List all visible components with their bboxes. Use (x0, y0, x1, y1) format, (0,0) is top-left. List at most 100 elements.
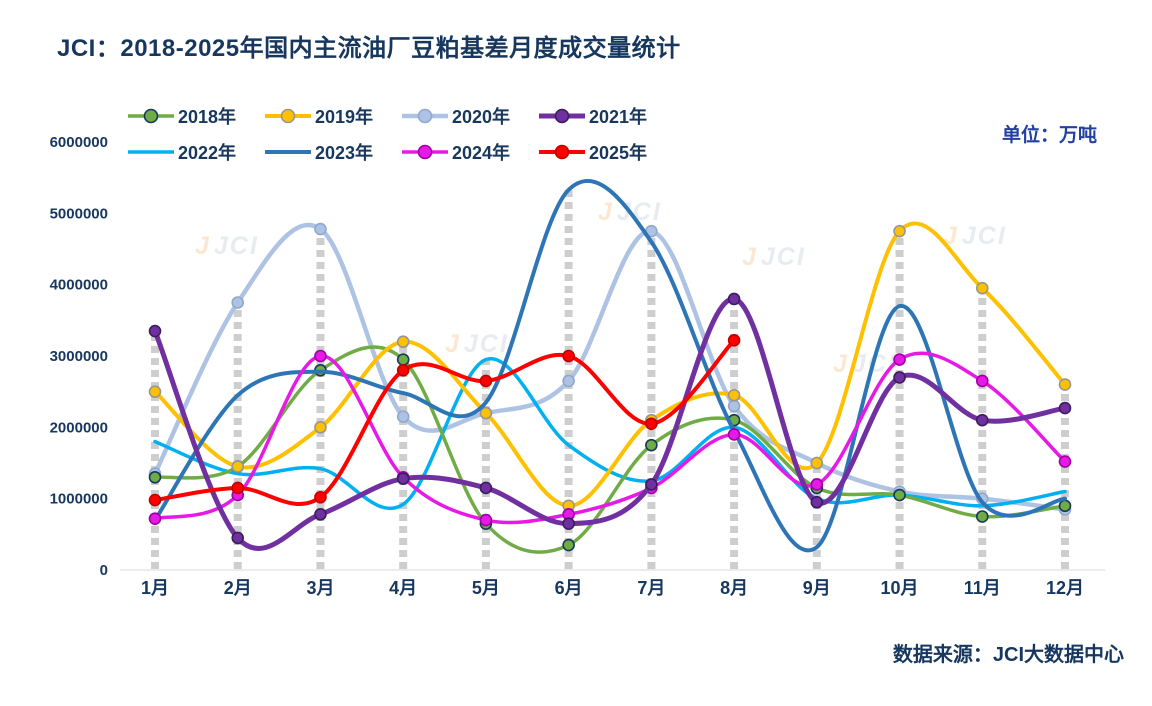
data-point-2021年 (645, 478, 658, 491)
data-point-2021年 (479, 481, 493, 495)
y-tick-label: 5000000 (50, 205, 108, 222)
legend-item-2019年: 2019年 (265, 98, 402, 134)
data-point-2024年 (975, 374, 989, 388)
legend-swatch-icon (402, 144, 448, 160)
data-point-2025年 (645, 417, 658, 431)
unit-label: 单位：万吨 (1001, 125, 1097, 146)
data-point-2021年 (1058, 401, 1072, 415)
x-tick-label: 3月 (306, 578, 334, 598)
legend-item-2022年: 2022年 (128, 134, 265, 170)
data-point-2024年 (314, 349, 327, 363)
legend-swatch-icon (539, 144, 585, 160)
y-tick-label: 0 (100, 562, 108, 579)
legend-item-2024年: 2024年 (402, 134, 539, 170)
data-point-2018年 (645, 438, 658, 452)
data-point-2018年 (562, 538, 575, 552)
y-tick-label: 2000000 (50, 419, 108, 436)
x-tick-label: 7月 (637, 578, 665, 598)
legend-label: 2022年 (178, 143, 237, 163)
data-point-2019年 (1058, 378, 1072, 391)
x-tick-label: 6月 (555, 578, 583, 598)
legend-swatch-icon (539, 108, 585, 124)
data-point-2018年 (396, 353, 410, 366)
series-line-2019年 (153, 221, 1067, 508)
data-point-2024年 (479, 513, 493, 527)
data-point-2021年 (314, 508, 327, 521)
x-tick-label: 1月 (141, 578, 169, 598)
data-point-2018年 (1058, 499, 1072, 513)
legend-label: 2020年 (452, 107, 511, 127)
data-point-2025年 (231, 481, 245, 495)
y-tick-label: 6000000 (50, 134, 108, 151)
data-point-2021年 (231, 531, 245, 545)
legend-swatch-icon (128, 150, 174, 154)
data-point-2018年 (148, 470, 162, 484)
series-line-2020年 (152, 222, 1068, 512)
data-point-2025年 (727, 334, 741, 347)
data-point-2019年 (479, 406, 493, 420)
x-tick-label: 2月 (224, 578, 252, 598)
data-point-2025年 (479, 374, 493, 388)
data-point-2020年 (727, 399, 741, 413)
legend-item-2023年: 2023年 (265, 134, 402, 170)
legend-swatch-icon (402, 108, 448, 124)
data-point-2021年 (975, 413, 989, 427)
data-point-2018年 (975, 510, 989, 523)
data-point-2025年 (314, 490, 327, 504)
data-point-2020年 (231, 296, 245, 309)
y-tick-label: 4000000 (50, 277, 108, 294)
legend-item-2018年: 2018年 (128, 98, 265, 134)
data-point-2024年 (148, 512, 162, 525)
y-tick-label: 1000000 (50, 491, 108, 508)
legend-item-2021年: 2021年 (539, 98, 676, 134)
chart-title: JCI：2018-2025年国内主流油厂豆粕基差月度成交量统计 (57, 35, 681, 62)
legend-swatch-icon (265, 108, 311, 124)
data-point-2025年 (148, 493, 162, 507)
data-point-2021年 (893, 371, 906, 384)
data-point-2020年 (562, 374, 575, 388)
x-tick-label: 9月 (803, 578, 831, 598)
data-point-2025年 (396, 363, 410, 377)
legend-item-2020年: 2020年 (402, 98, 539, 134)
chart-legend: 2018年 2019年 2020年 2021年 2022年 2023年 2024年 2025年 (128, 98, 728, 170)
legend-swatch-icon (128, 108, 174, 124)
data-point-2021年 (727, 292, 741, 306)
x-tick-label: 5月 (472, 578, 500, 598)
series-line-2021年 (152, 296, 1068, 551)
legend-item-2025年: 2025年 (539, 134, 676, 170)
x-tick-label: 12月 (1046, 578, 1084, 598)
data-point-2018年 (893, 488, 906, 502)
y-tick-label: 3000000 (50, 348, 108, 365)
data-point-2020年 (314, 222, 327, 236)
data-point-2021年 (396, 472, 410, 485)
data-point-2019年 (975, 281, 989, 295)
legend-label: 2018年 (178, 107, 237, 127)
data-point-2019年 (810, 456, 824, 470)
data-point-2019年 (231, 460, 245, 473)
data-point-2025年 (562, 349, 575, 363)
data-point-2021年 (562, 517, 575, 530)
x-tick-label: 8月 (720, 578, 748, 598)
legend-label: 2019年 (315, 107, 374, 127)
x-tick-label: 10月 (881, 578, 919, 598)
legend-label: 2024年 (452, 143, 511, 163)
legend-label: 2023年 (315, 143, 374, 163)
data-point-2019年 (893, 224, 906, 238)
legend-label: 2021年 (589, 107, 648, 127)
source-label: 数据来源：JCI大数据中心 (892, 644, 1124, 666)
x-tick-label: 11月 (964, 578, 1001, 598)
x-tick-label: 4月 (389, 578, 417, 598)
data-point-2024年 (810, 478, 824, 491)
data-point-2019年 (314, 421, 327, 434)
data-point-2021年 (148, 324, 162, 338)
data-point-2019年 (727, 388, 741, 402)
data-point-2020年 (396, 410, 410, 423)
data-point-2024年 (727, 428, 741, 441)
data-point-2019年 (148, 385, 162, 398)
data-point-2019年 (396, 335, 410, 349)
data-point-2024年 (1058, 455, 1072, 468)
data-point-2021年 (810, 495, 824, 509)
series-line-2023年 (153, 179, 1067, 553)
legend-swatch-icon (265, 150, 311, 154)
